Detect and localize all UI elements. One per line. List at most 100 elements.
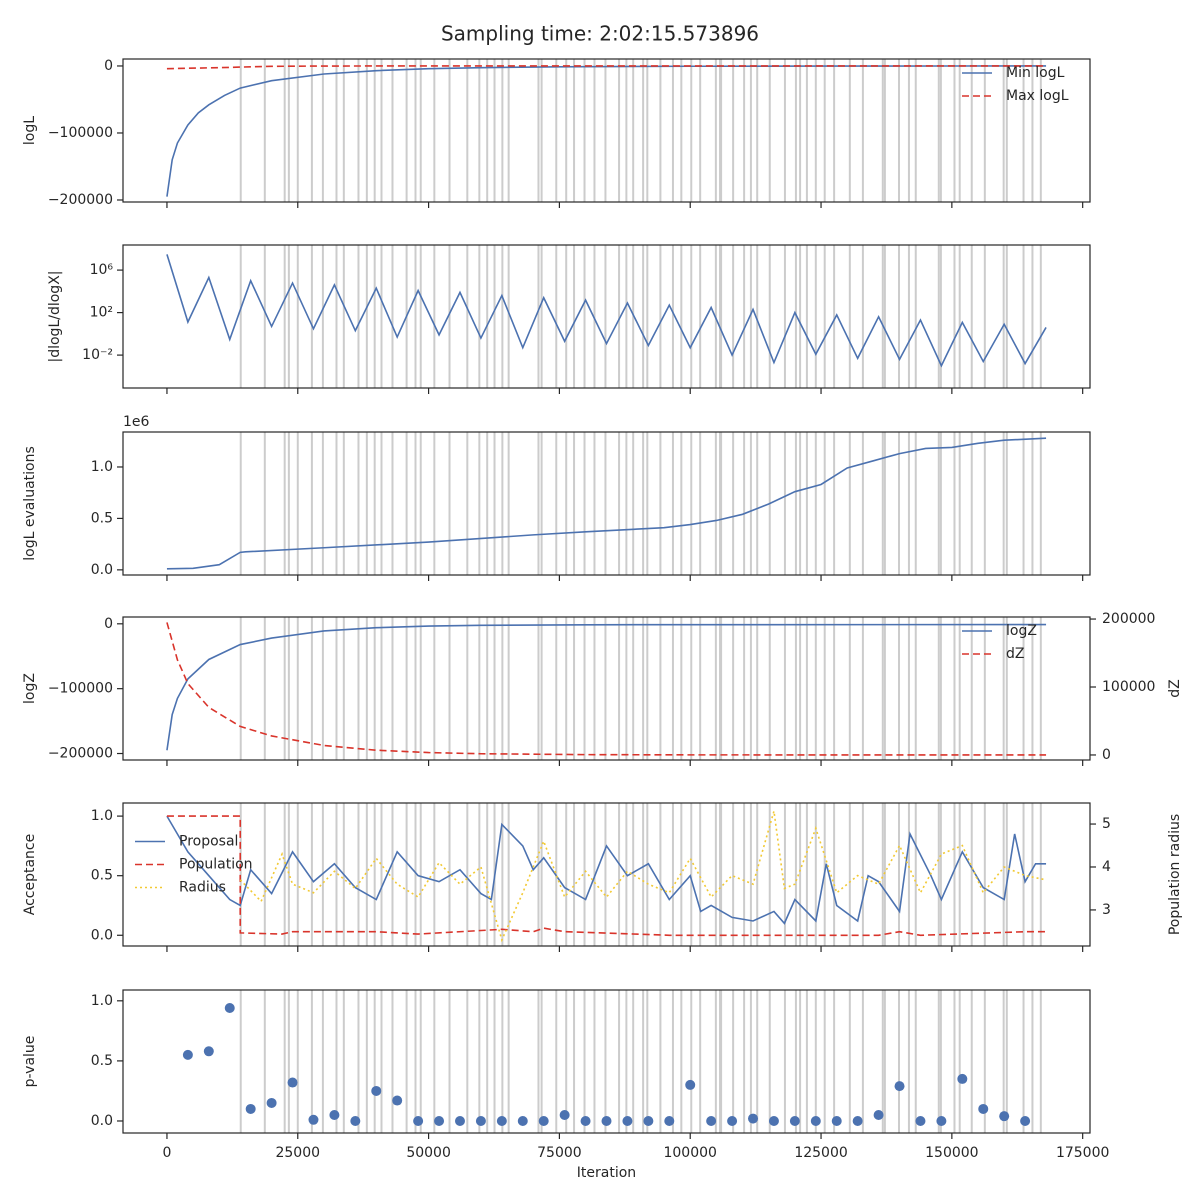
y-tick-label: 1.0 — [91, 808, 113, 824]
x-tick-label: 0 — [162, 1145, 171, 1161]
point — [266, 1097, 277, 1108]
series-line — [166, 815, 1047, 937]
y-axis-label: logL — [22, 116, 38, 145]
y-axis-label: |dlogL/dlogX| — [47, 271, 63, 363]
point — [936, 1115, 947, 1126]
y-tick-label: 0.0 — [91, 927, 113, 943]
axes-frame — [122, 431, 1091, 576]
legend-label: dZ — [1006, 646, 1024, 662]
x-tick-label: 150000 — [925, 1145, 978, 1161]
point — [643, 1115, 654, 1126]
y2-tick-label: 3 — [1102, 902, 1111, 918]
point — [538, 1115, 549, 1126]
point — [454, 1115, 465, 1126]
point — [999, 1111, 1010, 1122]
y-tick-label: 0.5 — [91, 510, 113, 526]
y-tick-label: −100000 — [48, 125, 113, 141]
x-axis-label: Iteration — [577, 1165, 636, 1181]
series-line — [166, 65, 1047, 70]
y2-tick-label: 100000 — [1102, 679, 1155, 695]
point — [894, 1081, 905, 1092]
series-line — [166, 254, 1047, 368]
point — [517, 1115, 528, 1126]
point — [496, 1115, 507, 1126]
x-tick-label: 125000 — [794, 1145, 847, 1161]
y-tick-label: −100000 — [48, 681, 113, 697]
y-tick-label: 1.0 — [91, 993, 113, 1009]
axes-frame — [122, 58, 1091, 203]
axes-frame — [122, 989, 1091, 1134]
y-axis-label: logZ — [22, 673, 38, 704]
y-tick-label: 0.5 — [91, 1053, 113, 1069]
point — [978, 1103, 989, 1114]
legend-label: Radius — [179, 880, 226, 896]
legend-label: Min logL — [1006, 65, 1065, 81]
y-tick-label: 10⁻² — [82, 347, 113, 363]
y-tick-label: 0.0 — [91, 562, 113, 578]
y-tick-label: −200000 — [48, 192, 113, 208]
point — [392, 1095, 403, 1106]
point — [434, 1115, 445, 1126]
y-tick-label: 1.0 — [91, 459, 113, 475]
point — [580, 1115, 591, 1126]
point — [601, 1115, 612, 1126]
x-tick-label: 100000 — [663, 1145, 716, 1161]
point — [224, 1003, 235, 1014]
x-tick-label: 50000 — [406, 1145, 451, 1161]
legend-label: Max logL — [1006, 88, 1069, 104]
legend-label: Proposal — [179, 834, 238, 850]
point — [245, 1103, 256, 1114]
y-tick-label: 10⁶ — [90, 262, 114, 278]
y-tick-label: 0.5 — [91, 868, 113, 884]
legend-label: logZ — [1006, 623, 1037, 639]
y-axis-label: Acceptance — [22, 834, 38, 915]
point — [413, 1115, 424, 1126]
offset-text: 1e6 — [123, 414, 150, 430]
y2-tick-label: 200000 — [1102, 611, 1155, 627]
point — [203, 1046, 214, 1057]
point — [789, 1115, 800, 1126]
y2-tick-label: 4 — [1102, 859, 1111, 875]
legend-label: Population — [179, 857, 253, 873]
x-tick-label: 175000 — [1056, 1145, 1109, 1161]
point — [622, 1115, 633, 1126]
figure-title: Sampling time: 2:02:15.573896 — [441, 22, 759, 46]
y-tick-label: 10² — [90, 305, 113, 321]
point — [810, 1115, 821, 1126]
point — [287, 1077, 298, 1088]
point — [706, 1115, 717, 1126]
point — [475, 1115, 486, 1126]
y-axis-label: logL evaluations — [22, 446, 38, 561]
series-line — [166, 623, 1047, 751]
point — [852, 1115, 863, 1126]
point — [371, 1085, 382, 1096]
point — [727, 1115, 738, 1126]
x-tick-label: 75000 — [537, 1145, 582, 1161]
y2-axis-label: Population radius — [1167, 814, 1183, 935]
y-axis-label: p-value — [22, 1036, 38, 1088]
point — [873, 1109, 884, 1120]
axes-frame — [122, 616, 1091, 761]
y2-tick-label: 5 — [1102, 816, 1111, 832]
point — [768, 1115, 779, 1126]
y-tick-label: 0 — [104, 616, 113, 632]
series-line — [239, 810, 1047, 943]
point — [748, 1113, 759, 1124]
point — [685, 1079, 696, 1090]
point — [957, 1073, 968, 1084]
point — [350, 1115, 361, 1126]
point — [664, 1115, 675, 1126]
point — [1020, 1115, 1031, 1126]
y-tick-label: 0.0 — [91, 1113, 113, 1129]
series-line — [166, 815, 1047, 925]
axes-frame — [122, 244, 1091, 389]
point — [182, 1049, 193, 1060]
point — [559, 1109, 570, 1120]
y2-axis-label: dZ — [1167, 679, 1183, 697]
x-tick-label: 25000 — [275, 1145, 320, 1161]
point — [329, 1109, 340, 1120]
y2-tick-label: 0 — [1102, 747, 1111, 763]
point — [831, 1115, 842, 1126]
